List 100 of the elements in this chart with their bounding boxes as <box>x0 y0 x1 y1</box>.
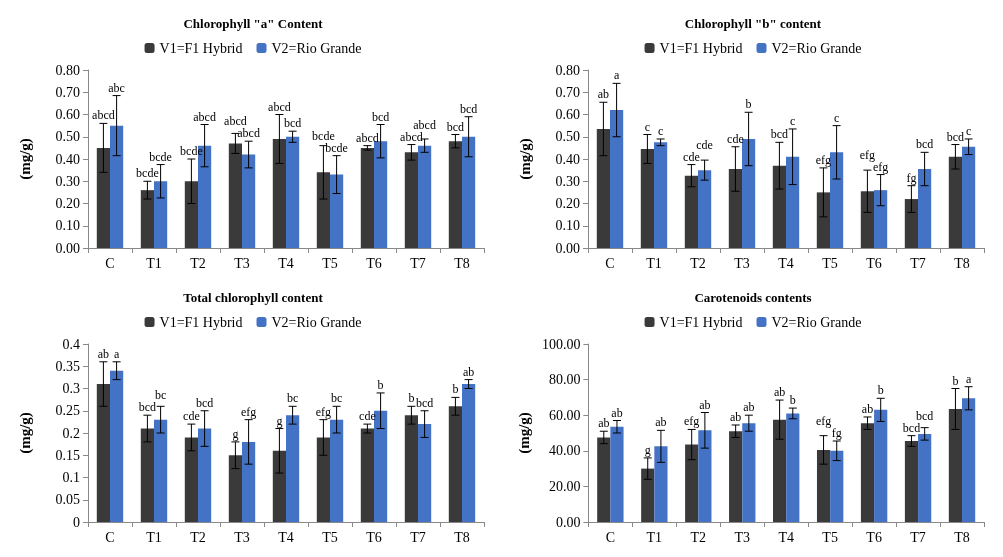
data-label: abcd <box>413 117 436 132</box>
chart-title: Total chlorophyll content <box>183 290 324 305</box>
legend-label: V1=F1 Hybrid <box>159 40 243 56</box>
x-tick-label: T2 <box>690 529 707 545</box>
data-label: bcd <box>770 127 789 142</box>
x-tick-label: T4 <box>778 255 794 271</box>
data-label: bcd <box>902 420 921 435</box>
x-tick-label: T6 <box>866 255 882 271</box>
legend-label: V1=F1 Hybrid <box>159 314 243 330</box>
data-label: abcd <box>268 99 291 114</box>
y-tick-label: 0.60 <box>555 107 580 122</box>
y-tick-label: 0 <box>73 514 80 530</box>
x-tick-label: T7 <box>910 255 926 271</box>
x-tick-label: T2 <box>190 255 206 271</box>
data-label: bcde <box>149 149 172 164</box>
data-label: a <box>113 346 120 361</box>
x-tick-label: T8 <box>954 255 970 271</box>
y-tick-label: 0.80 <box>55 62 80 78</box>
x-tick-label: T6 <box>366 529 382 545</box>
data-label: ab <box>655 415 667 430</box>
x-tick-label: C <box>605 529 616 545</box>
y-tick-label: 0.70 <box>55 84 80 100</box>
data-label: c <box>965 123 972 138</box>
data-label: bcd <box>446 119 465 134</box>
y-tick-label: 0.10 <box>55 218 80 234</box>
data-label: bcd <box>283 116 302 131</box>
x-tick-label: T4 <box>278 529 294 545</box>
data-label: ab <box>97 346 110 361</box>
x-tick-label: T6 <box>866 529 882 545</box>
legend-label: V2=Rio Grande <box>271 314 362 330</box>
data-label: b <box>745 97 752 112</box>
x-tick-label: T5 <box>322 255 338 271</box>
data-label: b <box>452 382 459 397</box>
data-label: c <box>833 110 840 125</box>
y-tick-label: 0.00 <box>555 514 581 530</box>
data-label: abcd <box>237 126 260 141</box>
data-label: fg <box>831 426 842 441</box>
data-label: bcde <box>312 128 335 143</box>
x-tick-label: T1 <box>146 529 162 545</box>
chart-title: Chlorophyll "a" Content <box>183 16 324 31</box>
x-tick-label: T3 <box>234 529 250 545</box>
data-label: b <box>377 377 384 392</box>
y-tick-label: 0.70 <box>555 84 580 100</box>
y-tick-label: 0.25 <box>55 403 80 419</box>
data-label: cde <box>696 137 713 152</box>
y-tick-label: 100.00 <box>541 336 581 352</box>
x-tick-label: T7 <box>410 529 426 545</box>
x-tick-label: T4 <box>778 529 794 545</box>
data-label: cde <box>727 131 744 146</box>
data-label: g <box>276 413 283 428</box>
y-tick-label: 0.30 <box>555 173 580 189</box>
data-label: c <box>789 113 796 128</box>
data-label: bc <box>154 388 167 403</box>
data-label: abcd <box>224 114 247 129</box>
data-label: efg <box>859 147 876 162</box>
y-tick-label: 0.2 <box>62 425 80 441</box>
data-label: bcd <box>946 129 965 144</box>
y-tick-label: 0.00 <box>55 240 80 256</box>
data-label: ab <box>597 87 610 102</box>
y-tick-label: 0.00 <box>555 240 580 256</box>
data-label: c <box>657 123 664 138</box>
data-label: b <box>408 391 415 406</box>
y-tick-label: 0.20 <box>555 196 580 211</box>
y-tick-label: 0.1 <box>62 470 80 485</box>
data-label: ab <box>743 400 755 415</box>
chart-title: Carotenoids contents <box>694 290 812 305</box>
x-tick-label: T7 <box>910 529 926 545</box>
data-label: b <box>789 393 796 408</box>
data-label: ab <box>611 405 623 420</box>
data-label: abcd <box>400 129 423 144</box>
y-axis-title: (mg/g) <box>516 138 534 180</box>
data-label: ab <box>598 416 610 431</box>
x-tick-label: C <box>605 255 615 271</box>
data-label: efg <box>684 414 700 429</box>
data-label: efg <box>240 404 257 419</box>
data-label: bcd <box>415 395 434 410</box>
y-tick-label: 0.10 <box>555 218 580 234</box>
y-tick-label: 0.20 <box>55 196 80 211</box>
data-label: a <box>965 371 972 386</box>
y-tick-label: 20.00 <box>548 478 581 494</box>
x-tick-label: T8 <box>454 255 470 271</box>
data-label: fg <box>906 170 917 185</box>
data-label: efg <box>315 404 332 419</box>
x-tick-label: T2 <box>690 255 706 271</box>
legend-label: V2=Rio Grande <box>271 40 362 56</box>
legend-label: V1=F1 Hybrid <box>659 40 743 56</box>
y-tick-label: 0.40 <box>555 151 580 167</box>
data-label: bcd <box>916 408 934 423</box>
y-tick-label: 0.4 <box>62 336 80 352</box>
data-label: ab <box>773 385 786 400</box>
data-label: abcd <box>193 109 216 124</box>
chart-title: Chlorophyll "b" content <box>684 16 822 31</box>
x-tick-label: T8 <box>954 529 970 545</box>
data-label: ab <box>729 409 742 424</box>
data-label: a <box>613 68 620 83</box>
data-label: abc <box>108 80 125 95</box>
y-axis-title: (mg/g) <box>16 138 34 180</box>
y-tick-label: 0.50 <box>55 129 80 145</box>
data-label: abcd <box>92 108 115 123</box>
data-label: bc <box>330 391 343 406</box>
